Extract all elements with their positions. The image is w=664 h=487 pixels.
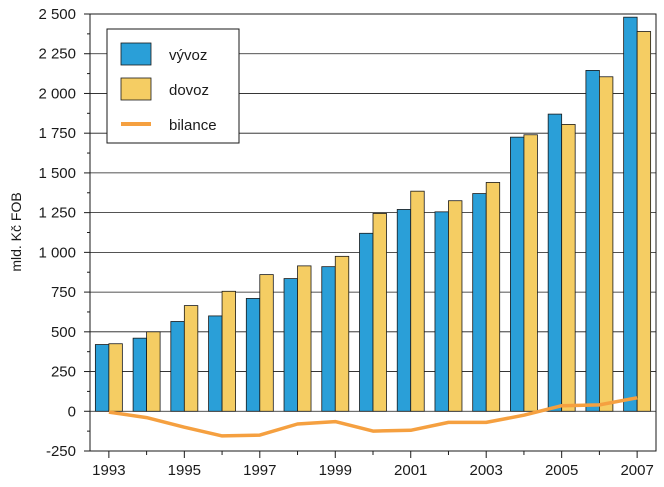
y-tick-label: 250 — [51, 364, 76, 381]
y-tick-label: 1 000 — [38, 244, 76, 261]
y-tick-label: 0 — [68, 403, 76, 420]
x-tick-label: 2005 — [545, 462, 578, 479]
bar-dovoz-1998 — [297, 265, 312, 412]
x-tick-label: 2007 — [620, 462, 653, 479]
bar-vyvoz-2000 — [359, 232, 374, 412]
bar-vyvoz-2005 — [547, 113, 563, 412]
bar-vyvoz-2003 — [472, 193, 487, 412]
legend-swatch-dovoz — [120, 77, 152, 101]
bar-vyvoz-1998 — [283, 278, 298, 412]
y-tick-label: 2 000 — [38, 85, 76, 102]
y-tick-label: 2 500 — [38, 6, 76, 23]
legend-label-dovoz: dovoz — [169, 82, 209, 99]
x-tick-labels: 1993 1995 1997 1999 2001 2003 2005 2007 — [92, 462, 654, 479]
y-tick-label: 1 750 — [38, 125, 76, 142]
y-tick-label: 1 500 — [38, 165, 76, 182]
bar-dovoz-2003 — [485, 182, 501, 412]
bar-vyvoz-1996 — [208, 315, 223, 412]
bar-dovoz-2005 — [561, 124, 576, 412]
y-tick-label: 500 — [51, 324, 76, 341]
legend-label-vyvoz: vývoz — [169, 47, 207, 64]
x-tick-label: 1997 — [243, 462, 276, 479]
legend-swatch-vyvoz — [120, 42, 152, 66]
bar-dovoz-1994 — [146, 331, 161, 412]
bilance-line-layer — [108, 396, 638, 438]
x-tick-label: 1993 — [92, 462, 125, 479]
bar-dovoz-1999 — [334, 255, 350, 412]
bars — [94, 16, 652, 412]
y-tick-label: -250 — [46, 443, 76, 460]
bar-vyvoz-2002 — [434, 211, 449, 412]
bilance-line — [108, 396, 638, 438]
bar-dovoz-2002 — [448, 200, 463, 412]
bar-vyvoz-2004 — [510, 136, 525, 412]
bar-vyvoz-1999 — [321, 266, 336, 412]
bar-dovoz-1993 — [108, 343, 123, 412]
legend: vývoz dovoz bilance — [106, 28, 240, 144]
bar-dovoz-2000 — [372, 213, 387, 412]
bar-vyvoz-1997 — [245, 298, 261, 412]
y-axis-label: mld. Kč FOB — [8, 192, 24, 271]
bar-dovoz-2007 — [636, 31, 652, 412]
y-tick-label: 1 250 — [38, 205, 76, 222]
y-tick-labels: -250 0 250 500 750 1 000 1 250 1 500 1 750 2 000 2… — [38, 6, 76, 460]
bar-vyvoz-1994 — [132, 337, 148, 412]
axes — [84, 13, 657, 458]
bar-vyvoz-2001 — [396, 209, 412, 412]
bar-dovoz-1996 — [221, 290, 236, 412]
y-tick-label: 2 250 — [38, 46, 76, 63]
bar-dovoz-2001 — [410, 190, 425, 412]
y-tick-label: 750 — [51, 284, 76, 301]
bar-dovoz-2004 — [523, 134, 538, 412]
bar-dovoz-2006 — [599, 76, 614, 412]
bar-vyvoz-2007 — [623, 16, 638, 412]
x-tick-label: 2001 — [394, 462, 427, 479]
bar-vyvoz-1995 — [170, 321, 185, 412]
x-tick-label: 1999 — [319, 462, 352, 479]
x-tick-label: 2003 — [470, 462, 503, 479]
legend-label-bilance: bilance — [169, 117, 217, 134]
bar-dovoz-1997 — [259, 274, 274, 412]
bar-vyvoz-1993 — [94, 344, 110, 412]
bar-vyvoz-2006 — [585, 70, 600, 412]
x-tick-label: 1995 — [168, 462, 201, 479]
bar-dovoz-1995 — [183, 305, 199, 412]
